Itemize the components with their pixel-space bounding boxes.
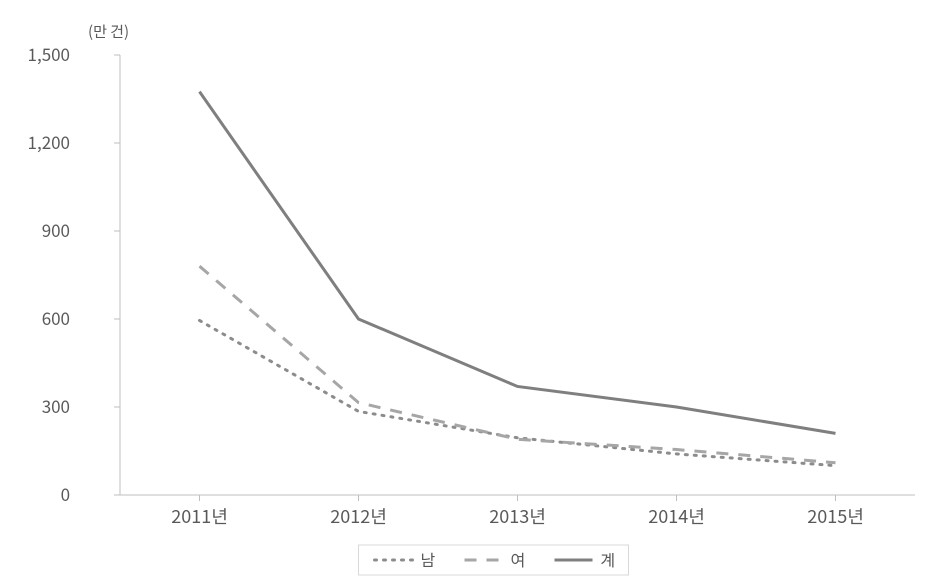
legend-label-total: 계 bbox=[601, 547, 616, 571]
series-total bbox=[200, 92, 836, 434]
line-chart: 0 300 600 900 1,200 1,500 (만 건) 2011년 2012년 2013년… bbox=[0, 0, 947, 584]
x-tick-label: 2015년 bbox=[807, 503, 864, 529]
y-tick-label: 600 bbox=[42, 305, 70, 330]
y-tick-label: 1,500 bbox=[28, 41, 70, 66]
x-tick-label: 2011년 bbox=[171, 503, 228, 529]
y-axis-unit: (만 건) bbox=[88, 21, 129, 42]
chart-svg: 0 300 600 900 1,200 1,500 (만 건) 2011년 2012년 2013년… bbox=[0, 0, 947, 584]
y-tick-label: 900 bbox=[42, 217, 70, 242]
series-male bbox=[200, 320, 836, 465]
x-tick-label: 2012년 bbox=[330, 503, 387, 529]
x-tick-label: 2013년 bbox=[489, 503, 546, 529]
y-tick-label: 300 bbox=[42, 393, 70, 418]
legend-label-male: 남 bbox=[421, 547, 436, 571]
x-tick-label: 2014년 bbox=[648, 503, 705, 529]
legend-label-female: 여 bbox=[511, 547, 526, 571]
series-female bbox=[200, 266, 836, 463]
y-tick-label: 1,200 bbox=[28, 129, 70, 154]
y-tick-label: 0 bbox=[61, 481, 70, 506]
